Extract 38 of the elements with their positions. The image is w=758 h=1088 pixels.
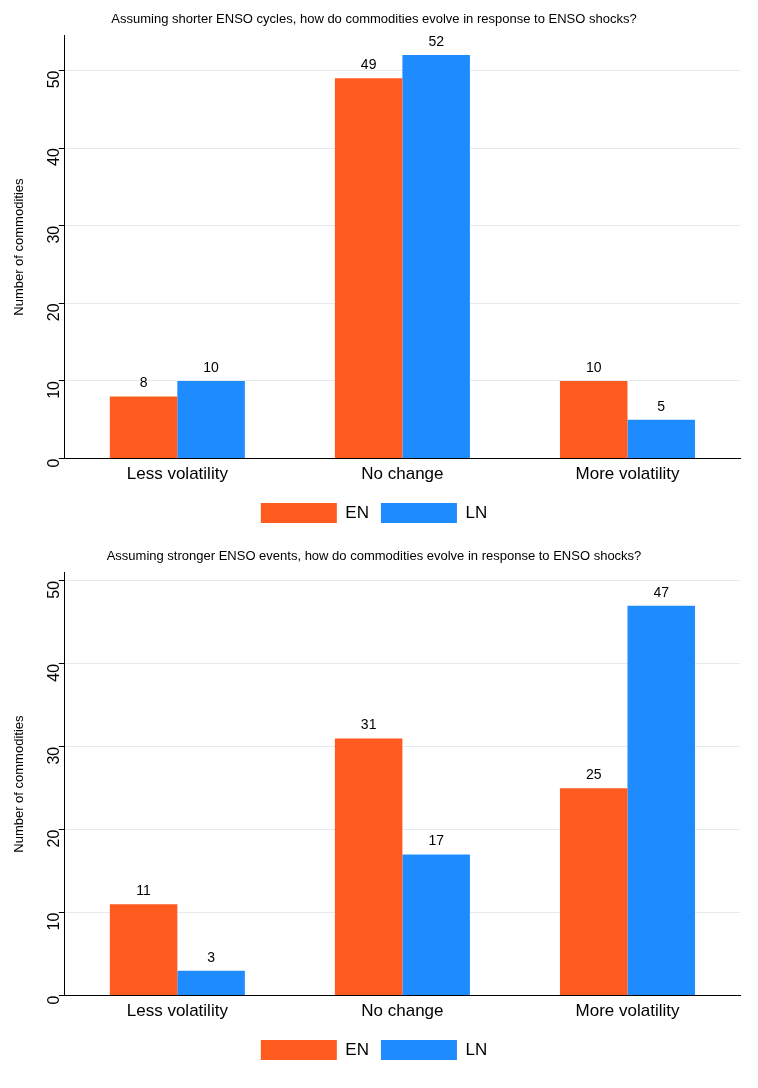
y-tick-label: 30 [45,225,63,244]
data-label: 10 [585,358,602,375]
data-label: 49 [360,56,377,73]
legend-label: LN [465,502,488,522]
x-tick-label: More volatility [575,464,680,484]
y-tick-label: 10 [45,912,63,931]
x-tick-label: More volatility [575,1001,680,1021]
x-tick-label: Less volatility [126,464,229,484]
data-label: 8 [139,374,148,391]
y-tick-label: 50 [45,70,63,89]
y-tick-label: 0 [45,995,63,1005]
x-tick-label: No change [361,1001,444,1021]
x-tick-label: Less volatility [126,1001,229,1021]
chart-title: Assuming stronger ENSO events, how do commodities evolve in response to ENSO shocks? [106,548,642,564]
data-label: 31 [360,716,377,733]
data-label: 5 [657,397,666,414]
y-tick-label: 30 [45,746,63,765]
data-label: 11 [136,882,152,899]
y-tick-label: 50 [45,580,63,599]
y-tick-label: 0 [45,458,63,468]
chart-title: Assuming shorter ENSO cycles, how do commodities evolve in response to ENSO shocks? [111,11,637,27]
y-axis-title: Number of commodities [11,177,27,316]
data-label: 25 [585,766,602,783]
x-tick-label: No change [361,464,444,484]
legend-label: EN [345,1039,369,1059]
y-tick-label: 20 [45,829,63,848]
legend-label: EN [345,502,369,522]
data-label: 47 [653,583,670,600]
legend-label: LN [465,1039,488,1059]
y-tick-label: 40 [45,148,63,166]
y-tick-label: 40 [45,663,63,682]
y-tick-label: 20 [45,303,63,322]
data-label: 10 [203,358,220,375]
y-tick-label: 10 [45,380,63,399]
data-label: 52 [428,32,445,49]
y-axis-title: Number of commodities [11,714,27,853]
data-label: 17 [428,832,445,849]
data-label: 3 [207,948,216,965]
